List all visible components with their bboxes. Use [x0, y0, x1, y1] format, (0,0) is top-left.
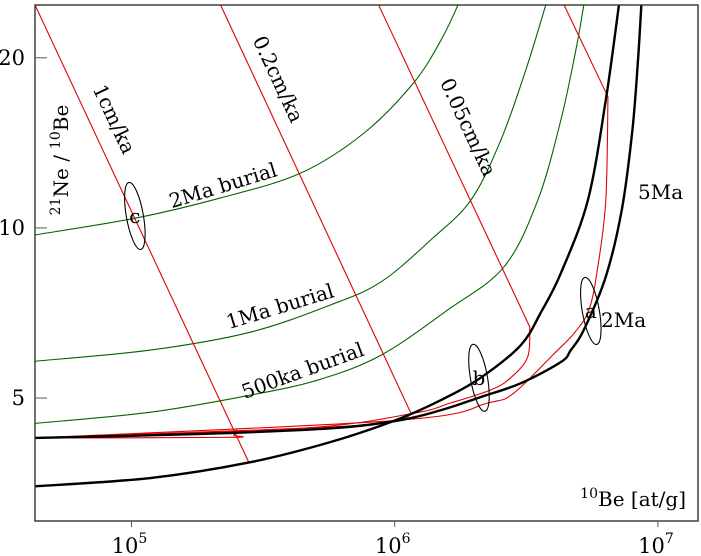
- label-5ma: 5Ma: [638, 180, 683, 204]
- curve-0-05cm-ka-trajectory: [35, 326, 531, 439]
- x-tick-exponent: 6: [402, 531, 411, 547]
- x-tick-base: 10: [112, 534, 139, 556]
- curve-2ma-trajectory: [35, 96, 609, 439]
- sample-ellipse-c: [124, 181, 146, 251]
- curve-500ka-burial: [35, 5, 585, 424]
- label-1cm-ka: 1cm/ka: [88, 81, 141, 158]
- x-tick-base: 10: [375, 534, 402, 556]
- x-tick-base: 10: [638, 534, 665, 556]
- curve-2ma-burial: [35, 5, 459, 236]
- y-axis-label-sup1: 21: [48, 197, 64, 215]
- sample-label-c: c: [129, 204, 140, 228]
- x-axis-label-text: Be [at/g]: [598, 487, 686, 511]
- x-axis-label-sup: 10: [580, 486, 598, 502]
- label-1ma-burial: 1Ma burial: [223, 279, 337, 335]
- plot-frame: [34, 4, 699, 522]
- curves-layer: [35, 5, 643, 488]
- label-2ma: 2Ma: [601, 308, 646, 332]
- y-axis-label-text2: Be: [49, 105, 73, 132]
- y-tick-label: 10: [0, 216, 25, 240]
- y-tick-label: 5: [12, 386, 25, 410]
- x-tick-label: 107: [638, 531, 674, 556]
- y-tick-label: 20: [0, 46, 25, 70]
- samples-layer: a b c: [124, 181, 602, 412]
- sample-label-b: b: [473, 366, 486, 390]
- curve-2ma: [563, 5, 609, 98]
- x-tick-exponent: 7: [665, 531, 674, 547]
- x-tick-label: 106: [375, 531, 411, 556]
- label-2ma-burial: 2Ma burial: [166, 158, 280, 214]
- curve-0-05cm-ka: [378, 5, 531, 328]
- x-tick-label: 105: [112, 531, 148, 556]
- sample-ellipse-a: [580, 276, 602, 346]
- x-tick-exponent: 5: [138, 531, 147, 547]
- y-axis-label: 21Ne / 10Be: [48, 105, 73, 216]
- curve-constant-exposure-no-erosion-: [35, 5, 621, 488]
- y-axis-label-text1: Ne /: [49, 155, 73, 198]
- sample-label-a: a: [585, 299, 597, 323]
- x-axis-label: 10Be [at/g]: [580, 486, 686, 511]
- label-0.2cm-ka: 0.2cm/ka: [248, 32, 309, 126]
- sample-ellipse-b: [468, 343, 490, 412]
- y-axis-label-sup2: 10: [48, 131, 64, 149]
- label-0.05cm-ka: 0.05cm/ka: [435, 74, 501, 180]
- curve-0-2cm-ka: [220, 5, 413, 416]
- curve-1cm-ka: [35, 5, 250, 463]
- curve-1ma-burial: [35, 5, 547, 362]
- curve-5ma: [35, 5, 643, 440]
